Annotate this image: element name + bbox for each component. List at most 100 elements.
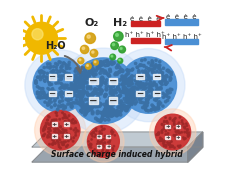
Circle shape [104, 108, 107, 111]
Circle shape [183, 137, 184, 138]
Circle shape [113, 96, 116, 98]
Circle shape [78, 58, 84, 64]
Circle shape [56, 140, 58, 142]
Circle shape [97, 65, 100, 68]
FancyBboxPatch shape [89, 97, 98, 104]
Circle shape [86, 87, 89, 90]
Circle shape [35, 80, 37, 82]
Circle shape [106, 100, 108, 103]
Circle shape [60, 87, 62, 89]
Circle shape [139, 77, 141, 79]
Circle shape [108, 152, 109, 154]
Circle shape [164, 79, 166, 81]
Circle shape [131, 83, 134, 85]
FancyBboxPatch shape [64, 134, 69, 138]
Circle shape [62, 132, 64, 134]
Circle shape [158, 140, 160, 142]
Circle shape [145, 91, 147, 94]
Circle shape [113, 83, 115, 86]
Circle shape [126, 93, 129, 96]
Circle shape [109, 70, 112, 73]
Circle shape [44, 96, 46, 98]
Circle shape [99, 154, 101, 155]
Circle shape [42, 91, 45, 93]
Circle shape [134, 62, 137, 65]
Circle shape [123, 82, 125, 85]
Circle shape [87, 98, 89, 101]
Circle shape [105, 135, 106, 137]
Circle shape [65, 72, 67, 75]
FancyBboxPatch shape [96, 145, 101, 148]
Circle shape [79, 83, 81, 86]
Circle shape [165, 74, 168, 77]
Circle shape [116, 110, 118, 112]
Circle shape [77, 78, 80, 81]
Circle shape [90, 50, 98, 57]
Circle shape [69, 103, 72, 105]
Circle shape [75, 70, 77, 72]
Circle shape [55, 72, 58, 74]
FancyBboxPatch shape [65, 74, 72, 80]
Circle shape [141, 101, 144, 104]
Circle shape [147, 62, 150, 64]
Circle shape [81, 73, 84, 76]
Circle shape [166, 81, 168, 84]
Circle shape [103, 146, 104, 147]
Circle shape [154, 66, 157, 69]
Circle shape [39, 75, 41, 78]
Circle shape [123, 83, 125, 85]
Circle shape [136, 66, 139, 68]
Circle shape [139, 64, 141, 67]
Circle shape [62, 112, 63, 114]
Circle shape [91, 139, 92, 140]
Circle shape [135, 79, 138, 81]
Circle shape [109, 106, 112, 109]
Circle shape [92, 69, 95, 71]
Circle shape [168, 144, 169, 145]
Text: −: − [48, 72, 56, 81]
Circle shape [56, 63, 59, 66]
FancyBboxPatch shape [64, 122, 69, 126]
Circle shape [57, 133, 59, 135]
Circle shape [162, 92, 164, 94]
Circle shape [93, 132, 94, 134]
Circle shape [169, 117, 171, 119]
Circle shape [148, 77, 150, 79]
Circle shape [68, 73, 70, 75]
Circle shape [164, 80, 166, 82]
Circle shape [155, 59, 157, 61]
Circle shape [43, 75, 45, 77]
Circle shape [166, 121, 167, 122]
Circle shape [171, 88, 173, 91]
Text: −: − [89, 76, 98, 86]
Circle shape [48, 124, 50, 125]
Circle shape [84, 108, 87, 111]
Circle shape [69, 78, 71, 80]
Circle shape [102, 69, 104, 71]
Text: +: + [176, 135, 180, 140]
Circle shape [119, 46, 126, 53]
Circle shape [78, 94, 80, 97]
Circle shape [59, 71, 61, 73]
Circle shape [85, 77, 88, 79]
Circle shape [158, 89, 160, 91]
Circle shape [91, 106, 93, 109]
Circle shape [71, 87, 73, 90]
Circle shape [180, 145, 181, 146]
Circle shape [62, 104, 64, 106]
Circle shape [124, 81, 127, 84]
Circle shape [78, 70, 80, 73]
Circle shape [84, 78, 86, 81]
Circle shape [80, 93, 83, 96]
Circle shape [141, 96, 144, 98]
Circle shape [157, 91, 159, 93]
Circle shape [148, 88, 151, 91]
Circle shape [45, 125, 46, 127]
Circle shape [68, 115, 70, 116]
Circle shape [96, 66, 99, 69]
Circle shape [98, 146, 99, 147]
Text: h⁺ h⁺ h⁺ h⁺: h⁺ h⁺ h⁺ h⁺ [125, 32, 165, 38]
Circle shape [74, 121, 76, 122]
Circle shape [87, 109, 90, 112]
Circle shape [40, 88, 42, 90]
